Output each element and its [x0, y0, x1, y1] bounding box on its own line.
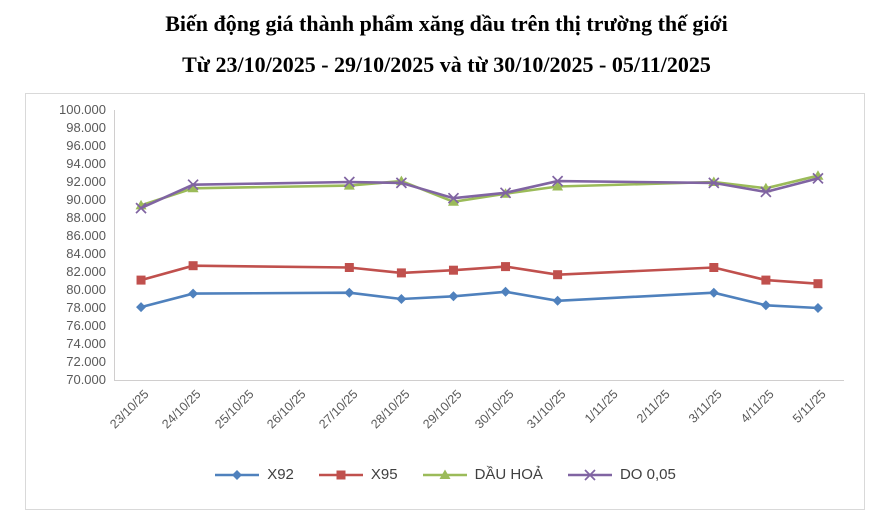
- chart-subtitle: Từ 23/10/2025 - 29/10/2025 và từ 30/10/2…: [182, 52, 711, 77]
- x-axis-label: 31/10/25: [524, 387, 569, 432]
- square-marker-icon: [553, 270, 563, 280]
- diamond-marker-icon: [136, 302, 147, 313]
- legend-marker-icon: [567, 468, 612, 481]
- series-line-x92: [140, 290, 819, 310]
- diamond-marker-icon: [396, 294, 407, 304]
- y-axis-label: 84.000: [66, 246, 106, 261]
- x-marker-icon: [447, 192, 460, 204]
- x-axis-label: 3/11/25: [685, 387, 725, 426]
- series-plot: [135, 170, 824, 313]
- y-axis-label: 86.000: [66, 228, 106, 243]
- y-axis-label: 72.000: [66, 354, 106, 369]
- x-axis-label: 29/10/25: [420, 387, 465, 432]
- x-axis-label: 30/10/25: [472, 387, 517, 432]
- x-axis-label: 1/11/25: [581, 387, 621, 426]
- y-axis-label: 88.000: [66, 210, 106, 225]
- series-line-do-0-05: [140, 177, 819, 210]
- x-axis-label: 25/10/25: [211, 387, 257, 432]
- square-marker-icon: [188, 261, 198, 271]
- diamond-marker-icon: [760, 300, 771, 311]
- y-axis-label: 82.000: [66, 264, 106, 279]
- x-marker-icon: [187, 179, 199, 191]
- diamond-marker-icon: [344, 287, 355, 298]
- y-axis-label: 90.000: [66, 192, 106, 207]
- legend-label: DO 0,05: [619, 466, 676, 483]
- square-marker-icon: [396, 268, 406, 278]
- square-marker-icon: [761, 275, 771, 285]
- triangle-marker-icon: [552, 181, 564, 191]
- x-marker-icon: [584, 468, 596, 481]
- legend-item-x95: X95: [318, 466, 398, 483]
- diamond-marker-icon: [232, 469, 243, 480]
- x-marker-icon: [135, 202, 147, 214]
- x-axis-label: 26/10/25: [263, 387, 309, 432]
- diamond-marker-icon: [552, 295, 563, 306]
- x-axis-label: 2/11/25: [633, 387, 673, 426]
- triangle-marker-icon: [187, 182, 199, 193]
- x-axis-label: 23/10/25: [107, 387, 152, 432]
- square-marker-icon: [501, 262, 511, 272]
- triangle-marker-icon: [447, 196, 459, 206]
- triangle-marker-icon: [812, 170, 824, 180]
- y-axis-label: 96.000: [66, 138, 106, 153]
- triangle-marker-icon: [439, 469, 451, 479]
- square-marker-icon: [136, 275, 146, 285]
- y-axis-label: 100.000: [59, 102, 106, 117]
- x-axis-label: 4/11/25: [738, 387, 777, 426]
- triangle-marker-icon: [343, 180, 355, 190]
- legend-item-d-u-ho-: DẦU HOẢ: [422, 466, 543, 483]
- x-marker-icon: [343, 176, 355, 188]
- y-axis-label: 98.000: [66, 120, 106, 135]
- legend-label: X92: [267, 466, 294, 483]
- x-marker-icon: [760, 186, 772, 198]
- y-axis-label: 74.000: [66, 336, 106, 351]
- square-marker-icon: [709, 263, 719, 272]
- y-axis-label: 80.000: [66, 282, 106, 297]
- chart-title: Biến động giá thành phẩm xăng dầu trên t…: [165, 11, 728, 36]
- square-marker-icon: [336, 470, 346, 479]
- legend-item-do-0-05: DO 0,05: [567, 466, 676, 483]
- legend-marker-icon: [318, 470, 363, 479]
- chart: 100.000 98.000 96.000 94.000 92.000 90.000 88.…: [25, 93, 865, 510]
- diamond-marker-icon: [812, 303, 823, 313]
- y-axis-label: 92.000: [66, 174, 106, 189]
- x-marker-icon: [812, 172, 824, 185]
- legend-label: X95: [370, 466, 398, 483]
- x-axis-label: 27/10/25: [315, 387, 361, 432]
- x-marker-icon: [499, 187, 512, 199]
- legend-marker-icon: [422, 469, 467, 479]
- legend-item-x92: X92: [214, 466, 294, 483]
- x-axis-label: 5/11/25: [790, 387, 829, 426]
- series-line-x95: [140, 264, 819, 285]
- x-axis-label: 24/10/25: [159, 387, 204, 432]
- series-line-d-u-ho-: [140, 174, 819, 207]
- x-marker-icon: [708, 177, 720, 189]
- legend: X92 X95 DẦU HOẢ DO 0,05: [26, 466, 864, 483]
- x-marker-icon: [395, 177, 407, 189]
- diamond-marker-icon: [188, 288, 199, 299]
- y-axis-label: 94.000: [66, 156, 106, 171]
- square-marker-icon: [448, 265, 458, 275]
- y-axis-label: 78.000: [66, 300, 106, 315]
- y-axis-label: 76.000: [66, 318, 106, 333]
- diamond-marker-icon: [448, 291, 459, 302]
- plot-area: [114, 110, 844, 381]
- square-marker-icon: [344, 263, 354, 272]
- diamond-marker-icon: [500, 286, 511, 297]
- legend-label: DẦU HOẢ: [474, 466, 543, 483]
- x-axis-label: 28/10/25: [367, 387, 413, 432]
- legend-marker-icon: [215, 469, 260, 480]
- x-marker-icon: [552, 175, 564, 187]
- y-axis-label: 70.000: [66, 372, 106, 387]
- square-marker-icon: [813, 279, 823, 289]
- diamond-marker-icon: [708, 287, 719, 298]
